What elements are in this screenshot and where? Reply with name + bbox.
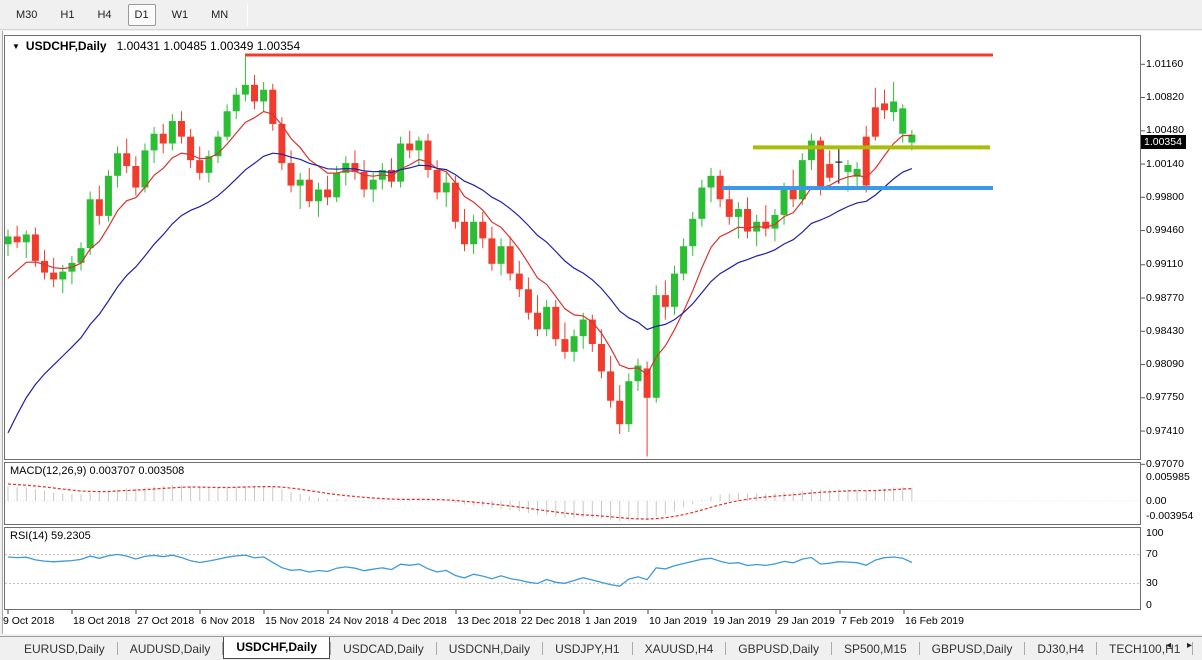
chart-symbol-label: USDCHF,Daily xyxy=(25,39,107,53)
symbol-tab-usdjpy-5[interactable]: USDJPY,H1 xyxy=(555,641,620,656)
chart-title: ▼ USDCHF,Daily 1.00431 1.00485 1.00349 1.0… xyxy=(12,39,300,53)
date-axis-label: 19 Jan 2019 xyxy=(713,615,771,627)
tab-separator xyxy=(1096,642,1098,655)
price-chart-panel[interactable] xyxy=(4,35,1141,460)
price-axis-label: 0.99800 xyxy=(1146,190,1184,203)
macd-axis-label: -0.003954 xyxy=(1146,509,1194,522)
date-axis-label: 27 Oct 2018 xyxy=(137,615,195,627)
date-axis-label: 4 Dec 2018 xyxy=(393,615,447,627)
date-axis-label: 22 Dec 2018 xyxy=(521,615,581,627)
date-axis-label: 15 Nov 2018 xyxy=(265,615,325,627)
price-axis-label: 0.98090 xyxy=(1146,358,1184,371)
price-axis-label: 0.97410 xyxy=(1146,424,1184,437)
tab-scroll-right-icon[interactable]: ▸ xyxy=(1186,640,1192,651)
timeframe-toolbar: M30 H1 H4 D1 W1 MN xyxy=(0,0,1202,30)
symbol-tab-xauusd-6[interactable]: XAUUSD,H4 xyxy=(644,641,714,656)
rsi-label: RSI(14) 59.2305 xyxy=(10,530,91,542)
date-axis-label: 29 Jan 2019 xyxy=(777,615,835,627)
rsi-indicator-panel[interactable] xyxy=(4,527,1141,610)
timeframe-button-mn[interactable]: MN xyxy=(211,8,229,21)
symbol-tab-dj30-10[interactable]: DJ30,H4 xyxy=(1037,641,1085,656)
date-axis-label: 6 Nov 2018 xyxy=(201,615,255,627)
rsi-axis-label: 30 xyxy=(1146,576,1158,589)
price-axis-label: 0.99110 xyxy=(1146,258,1184,271)
tab-separator xyxy=(222,642,224,655)
symbol-tab-usdchf-2[interactable]: USDCHF,Daily xyxy=(223,636,331,659)
chart-dropdown-icon[interactable]: ▼ xyxy=(12,42,20,51)
symbol-tab-audusd-1[interactable]: AUDUSD,Daily xyxy=(129,641,211,656)
tab-separator xyxy=(330,642,332,655)
symbol-tab-tech100-11[interactable]: TECH100,H1 xyxy=(1109,641,1181,656)
rsi-axis-label: 70 xyxy=(1146,548,1158,561)
symbol-tab-usdcnh-4[interactable]: USDCNH,Daily xyxy=(448,641,531,656)
date-axis-label: 13 Dec 2018 xyxy=(457,615,517,627)
price-axis-label: 0.97070 xyxy=(1146,457,1184,470)
symbol-tab-gbpusd-7[interactable]: GBPUSD,Daily xyxy=(738,641,819,656)
window-splitter[interactable] xyxy=(2,31,3,634)
tab-separator xyxy=(542,642,544,655)
date-axis-label: 9 Oct 2018 xyxy=(3,615,55,627)
symbol-tab-eurusd-0[interactable]: EURUSD,Daily xyxy=(24,641,105,656)
date-axis-label: 16 Feb 2019 xyxy=(905,615,964,627)
tab-scroll-left-icon[interactable]: ◂ xyxy=(1165,640,1171,651)
symbol-tab-sp500-8[interactable]: SP500,M15 xyxy=(843,641,907,656)
timeframe-button-h4[interactable]: H4 xyxy=(97,8,112,21)
rsi-axis-label: 0 xyxy=(1146,598,1152,611)
date-axis-label: 7 Feb 2019 xyxy=(841,615,895,627)
price-axis-label: 1.00140 xyxy=(1146,157,1184,170)
price-axis-label: 1.01160 xyxy=(1146,57,1184,70)
macd-label: MACD(12,26,9) 0.003707 0.003508 xyxy=(10,465,185,477)
current-price-badge: 1.00354 xyxy=(1141,135,1186,150)
date-axis-label: 18 Oct 2018 xyxy=(73,615,131,627)
symbol-tab-usdcad-3[interactable]: USDCAD,Daily xyxy=(343,641,424,656)
macd-axis-label: 0.005985 xyxy=(1146,471,1190,484)
tab-separator xyxy=(918,642,920,655)
timeframe-button-w1[interactable]: W1 xyxy=(171,8,189,21)
tab-separator xyxy=(830,642,832,655)
toolbar-separator xyxy=(247,3,249,26)
symbol-tab-bar: EURUSD,Daily AUDUSD,Daily USDCHF,Daily USDC… xyxy=(0,636,1202,660)
tab-separator xyxy=(1024,642,1026,655)
timeframe-button-h1[interactable]: H1 xyxy=(60,8,75,21)
tab-separator xyxy=(116,642,118,655)
price-axis-label: 1.00480 xyxy=(1146,124,1184,137)
timeframe-button-d1[interactable]: D1 xyxy=(127,3,156,26)
tab-separator xyxy=(631,642,633,655)
tab-separator xyxy=(725,642,727,655)
macd-axis-label: 0.00 xyxy=(1146,494,1167,507)
date-axis-label: 1 Jan 2019 xyxy=(585,615,637,627)
timeframe-button-m30[interactable]: M30 xyxy=(16,8,38,21)
tab-separator xyxy=(1192,642,1194,655)
price-axis-label: 1.00820 xyxy=(1146,91,1184,104)
date-axis-label: 24 Nov 2018 xyxy=(329,615,389,627)
price-axis-label: 0.99460 xyxy=(1146,224,1184,237)
price-axis-label: 0.97750 xyxy=(1146,391,1184,404)
date-axis-label: 10 Jan 2019 xyxy=(649,615,707,627)
price-axis-label: 0.98770 xyxy=(1146,291,1184,304)
tab-scroll-arrows: ◂ ▸ xyxy=(1166,640,1192,651)
tab-separator xyxy=(435,642,437,655)
price-axis-label: 0.98430 xyxy=(1146,324,1184,337)
rsi-axis-label: 100 xyxy=(1146,526,1164,539)
chart-ohlc-values: 1.00431 1.00485 1.00349 1.00354 xyxy=(116,39,301,53)
symbol-tab-gbpusd-9[interactable]: GBPUSD,Daily xyxy=(931,641,1013,656)
